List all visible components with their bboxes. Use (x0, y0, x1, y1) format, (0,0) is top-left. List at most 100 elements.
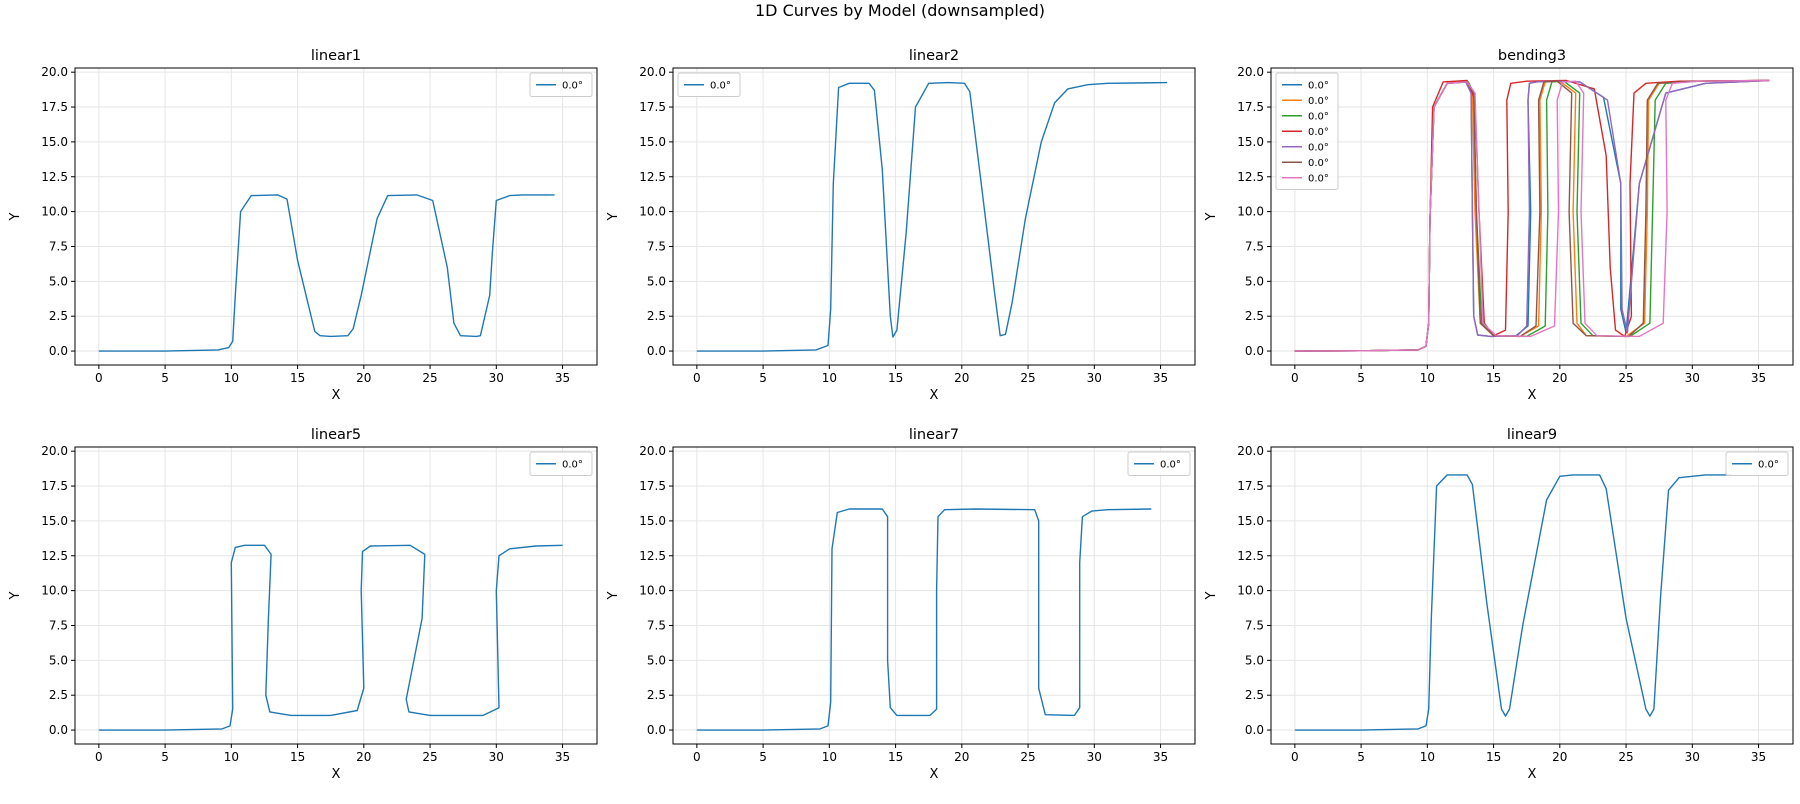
x-tick-label: 30 (1685, 750, 1700, 764)
y-tick-label: 2.5 (1245, 309, 1264, 323)
y-axis-label: Y (1204, 591, 1219, 600)
legend-box (1127, 451, 1191, 476)
x-tick-label: 15 (1486, 750, 1501, 764)
figure-title: 1D Curves by Model (downsampled) (755, 1, 1045, 20)
x-tick-label: 30 (1087, 371, 1102, 385)
x-tick-label: 20 (954, 750, 969, 764)
x-tick-label: 5 (1357, 750, 1365, 764)
x-tick-label: 35 (1153, 750, 1168, 764)
x-tick-label: 15 (888, 750, 903, 764)
x-tick-label: 15 (290, 750, 305, 764)
y-tick-label: 0.0 (49, 723, 68, 737)
y-tick-label: 17.5 (1237, 100, 1264, 114)
y-tick-label: 20.0 (41, 65, 68, 79)
y-axis-label: Y (606, 591, 621, 600)
legend-label: 0.0° (1160, 459, 1181, 470)
y-tick-label: 2.5 (647, 309, 666, 323)
x-tick-label: 35 (1751, 750, 1766, 764)
y-tick-label: 5.0 (49, 274, 68, 288)
y-tick-label: 20.0 (41, 444, 68, 458)
subplot-linear9: 0 5 10 15 20 25 30 35 0.0 2.5 5.0 7.5 10.0 12.5 15.0 17… (1204, 427, 1794, 782)
series-line-0 (98, 194, 555, 352)
x-tick-label: 25 (1020, 750, 1035, 764)
legend-box (1725, 451, 1789, 476)
legend-label: 0.0° (1308, 127, 1329, 138)
x-axis-label: X (332, 388, 341, 403)
x-axis-label: X (1528, 767, 1537, 782)
y-tick-label: 0.0 (647, 723, 666, 737)
legend-label: 0.0° (1308, 173, 1329, 184)
x-tick-label: 30 (1685, 371, 1700, 385)
legend: 0.0° 0.0° 0.0° 0.0° 0.0° 0.0° 0.0° (1275, 72, 1339, 190)
y-tick-label: 7.5 (1245, 618, 1264, 632)
y-tick-label: 12.5 (639, 170, 666, 184)
y-axis-label: Y (8, 591, 23, 600)
x-tick-label: 30 (489, 371, 504, 385)
x-tick-label: 25 (1618, 371, 1633, 385)
subplot-linear5: 0 5 10 15 20 25 30 35 0.0 2.5 5.0 7.5 10.0 12.5 15.0 17… (8, 427, 598, 782)
y-tick-label: 5.0 (49, 653, 68, 667)
y-tick-label: 5.0 (1245, 274, 1264, 288)
y-tick-label: 0.0 (647, 344, 666, 358)
x-tick-label: 20 (954, 371, 969, 385)
legend-label: 0.0° (1308, 80, 1329, 91)
x-axis-label: X (332, 767, 341, 782)
legend: 0.0° (529, 451, 593, 476)
legend-label: 0.0° (1308, 158, 1329, 169)
legend-label: 0.0° (1308, 96, 1329, 107)
y-axis-label: Y (8, 212, 23, 221)
series-line-0 (1294, 474, 1733, 731)
y-tick-label: 15.0 (41, 514, 68, 528)
legend-box (529, 72, 593, 97)
x-tick-label: 10 (224, 750, 239, 764)
series-line-4 (1294, 79, 1770, 352)
x-tick-label: 15 (888, 371, 903, 385)
y-tick-label: 2.5 (49, 688, 68, 702)
subplot-title: linear2 (909, 48, 959, 64)
y-tick-label: 0.0 (1245, 344, 1264, 358)
subplot-linear2: 0 5 10 15 20 25 30 35 0.0 2.5 5.0 7.5 10.0 12.5 15.0 17… (606, 48, 1196, 403)
y-tick-label: 7.5 (1245, 239, 1264, 253)
x-tick-label: 10 (822, 750, 837, 764)
series-line-0 (98, 544, 563, 731)
y-tick-label: 10.0 (41, 584, 68, 598)
y-tick-label: 15.0 (639, 135, 666, 149)
plot-frame (1270, 67, 1794, 366)
x-tick-label: 0 (95, 371, 103, 385)
legend-box (529, 451, 593, 476)
x-axis-label: X (930, 388, 939, 403)
x-axis-label: X (1528, 388, 1537, 403)
subplot-title: linear7 (909, 427, 959, 443)
series-line-1 (1294, 79, 1770, 352)
subplot-title: linear9 (1507, 427, 1557, 443)
legend: 0.0° (677, 72, 741, 97)
legend-box (1275, 72, 1339, 190)
y-tick-label: 2.5 (49, 309, 68, 323)
legend-label: 0.0° (1308, 111, 1329, 122)
subplot-title: linear5 (311, 427, 361, 443)
y-tick-label: 17.5 (639, 479, 666, 493)
x-tick-label: 35 (1153, 371, 1168, 385)
subplot-title: bending3 (1498, 48, 1566, 64)
x-tick-label: 25 (422, 371, 437, 385)
x-tick-label: 0 (95, 750, 103, 764)
plot-frame (672, 446, 1196, 745)
plot-frame (74, 67, 598, 366)
x-axis-label: X (930, 767, 939, 782)
y-axis-label: Y (606, 212, 621, 221)
y-tick-label: 15.0 (1237, 514, 1264, 528)
x-tick-label: 20 (1552, 750, 1567, 764)
legend-label: 0.0° (1308, 142, 1329, 153)
x-tick-label: 0 (693, 750, 701, 764)
x-tick-label: 10 (224, 371, 239, 385)
y-tick-label: 10.0 (639, 205, 666, 219)
y-tick-label: 12.5 (1237, 170, 1264, 184)
y-tick-label: 0.0 (49, 344, 68, 358)
x-tick-label: 35 (555, 750, 570, 764)
x-tick-label: 15 (290, 371, 305, 385)
y-tick-label: 12.5 (639, 549, 666, 563)
y-tick-label: 7.5 (49, 618, 68, 632)
legend-label: 0.0° (1758, 459, 1779, 470)
y-tick-label: 2.5 (647, 688, 666, 702)
